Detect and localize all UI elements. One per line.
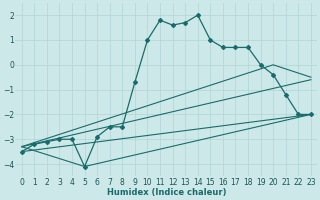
X-axis label: Humidex (Indice chaleur): Humidex (Indice chaleur) — [107, 188, 226, 197]
